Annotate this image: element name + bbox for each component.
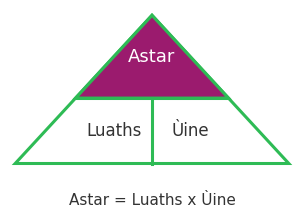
Polygon shape: [76, 15, 228, 98]
Text: Astar = Luaths x Ùine: Astar = Luaths x Ùine: [69, 193, 235, 208]
Text: Astar: Astar: [128, 48, 176, 66]
Polygon shape: [15, 15, 289, 163]
Text: Ùine: Ùine: [171, 122, 209, 140]
Text: Luaths: Luaths: [86, 122, 141, 140]
